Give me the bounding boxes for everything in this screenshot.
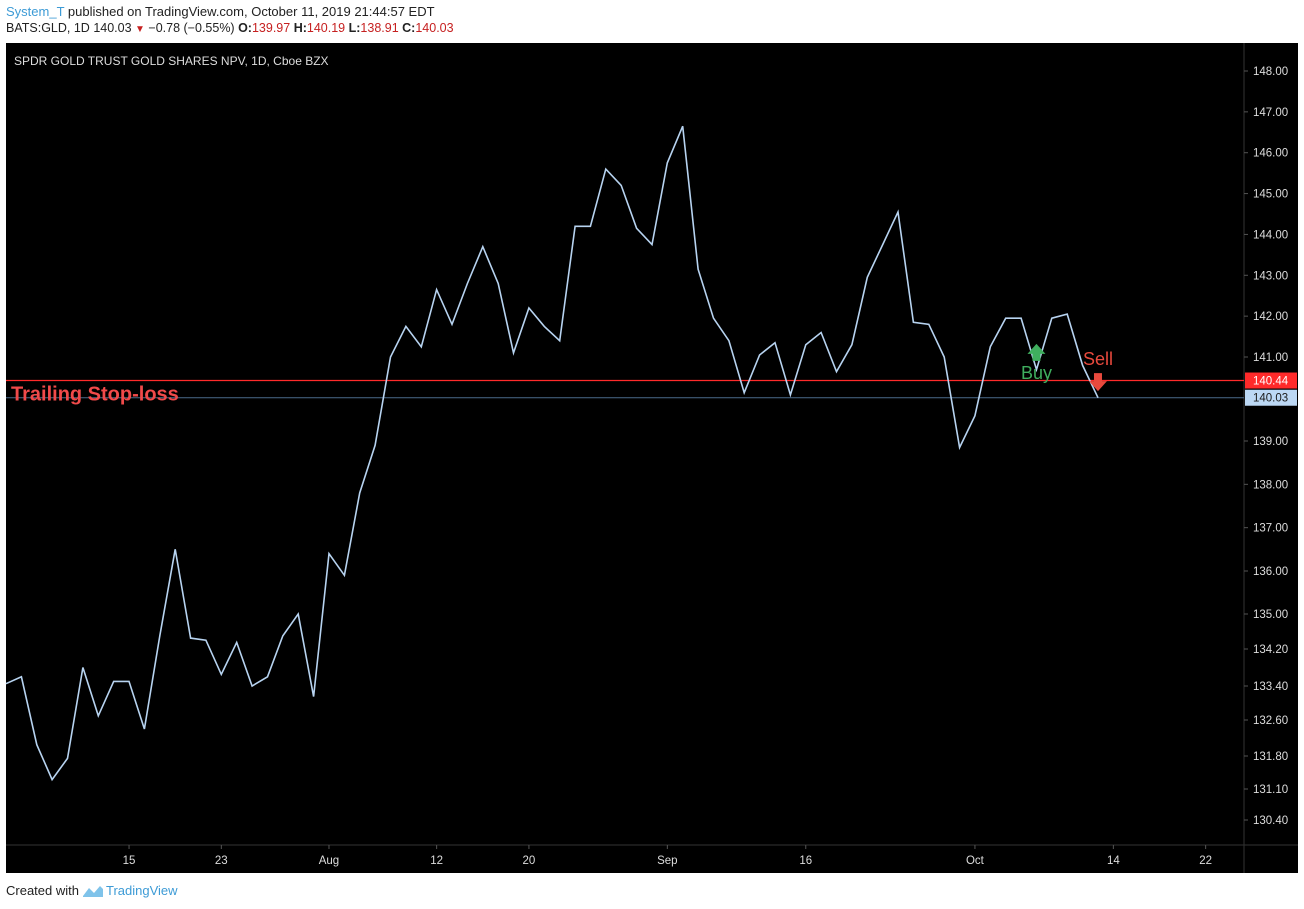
- sell-label: Sell: [1083, 349, 1113, 369]
- x-tick-label: Oct: [966, 855, 985, 867]
- x-tick-label: Sep: [657, 855, 677, 867]
- buy-label: Buy: [1021, 363, 1052, 383]
- last-price-tag-label: 140.03: [1253, 393, 1288, 405]
- price-line: [5, 125, 1099, 782]
- open-label: O:: [238, 21, 252, 35]
- y-tick-label: 132.60: [1253, 715, 1288, 727]
- y-tick-label: 138.00: [1253, 479, 1288, 491]
- chart-title: SPDR GOLD TRUST GOLD SHARES NPV, 1D, Cbo…: [14, 54, 329, 68]
- x-tick-label: 14: [1107, 855, 1120, 867]
- y-tick-label: 145.00: [1253, 189, 1288, 201]
- high-value: 140.19: [306, 21, 346, 35]
- ohlc-bar: BATS:GLD, 1D 140.03 ▼ −0.78 (−0.55%) O:1…: [6, 21, 454, 35]
- low-value: 138.91: [360, 21, 399, 35]
- change-value: −0.78 (−0.55%): [148, 21, 235, 35]
- y-tick-label: 146.00: [1253, 148, 1288, 160]
- y-tick-label: 143.00: [1253, 270, 1288, 282]
- x-tick-label: 16: [799, 855, 812, 867]
- y-tick-label: 130.40: [1253, 815, 1288, 827]
- last-price: 140.03: [93, 21, 132, 35]
- y-tick-label: 131.10: [1253, 784, 1288, 796]
- high-label: H:: [293, 21, 307, 35]
- y-tick-label: 147.00: [1253, 107, 1288, 119]
- tradingview-logo-icon: [82, 884, 104, 901]
- y-axis: 148.00 147.00 146.00 145.00 144.00 143.00 142.…: [1244, 66, 1288, 827]
- author-link[interactable]: System_T: [6, 4, 65, 19]
- y-tick-label: 136.00: [1253, 566, 1288, 578]
- created-with-text: Created with: [6, 883, 79, 898]
- publish-text: published on TradingView.com, October 11…: [64, 4, 435, 19]
- y-tick-label: 144.00: [1253, 229, 1288, 241]
- chart-background: [6, 43, 1298, 873]
- signals: Buy Sell: [1021, 343, 1113, 392]
- sell-arrow-icon: [1088, 373, 1107, 392]
- x-tick-label: 20: [523, 855, 536, 867]
- last-price-tag: [1245, 389, 1297, 406]
- close-label: C:: [402, 21, 416, 35]
- low-label: L:: [348, 21, 361, 35]
- y-tick-label: 141.00: [1253, 352, 1288, 364]
- x-tick-label: 12: [430, 855, 443, 867]
- y-tick-label: 131.80: [1253, 751, 1288, 763]
- symbol-interval: BATS:GLD, 1D: [6, 21, 90, 35]
- y-tick-label: 142.00: [1253, 311, 1288, 323]
- y-tick-label: 139.00: [1253, 436, 1288, 448]
- y-tick-label: 133.40: [1253, 681, 1288, 693]
- open-value: 139.97: [251, 21, 291, 35]
- x-tick-label: 22: [1199, 855, 1212, 867]
- x-axis: 15 23 Aug 12 20 Sep 16 Oct 14 22: [123, 845, 1212, 867]
- x-tick-label: Aug: [319, 855, 339, 867]
- down-arrow-icon: ▼: [135, 24, 145, 35]
- price-tags: 140.44 140.03: [1245, 372, 1297, 406]
- stop-price-tag-label: 140.44: [1253, 376, 1289, 388]
- stop-loss-label: Trailing Stop-loss: [11, 384, 179, 406]
- y-tick-label: 148.00: [1253, 66, 1288, 78]
- tradingview-link[interactable]: TradingView: [105, 883, 178, 898]
- x-tick-label: 15: [123, 855, 136, 867]
- x-tick-label: 23: [215, 855, 228, 867]
- y-tick-label: 134.20: [1253, 644, 1288, 656]
- close-value: 140.03: [415, 21, 454, 35]
- y-tick-label: 137.00: [1253, 523, 1288, 535]
- publish-info: System_T published on TradingView.com, O…: [6, 4, 435, 19]
- buy-arrow-icon: [1027, 343, 1046, 361]
- footer: Created with TradingView: [6, 883, 178, 901]
- stop-price-tag: [1245, 372, 1297, 389]
- y-tick-label: 135.00: [1253, 609, 1288, 621]
